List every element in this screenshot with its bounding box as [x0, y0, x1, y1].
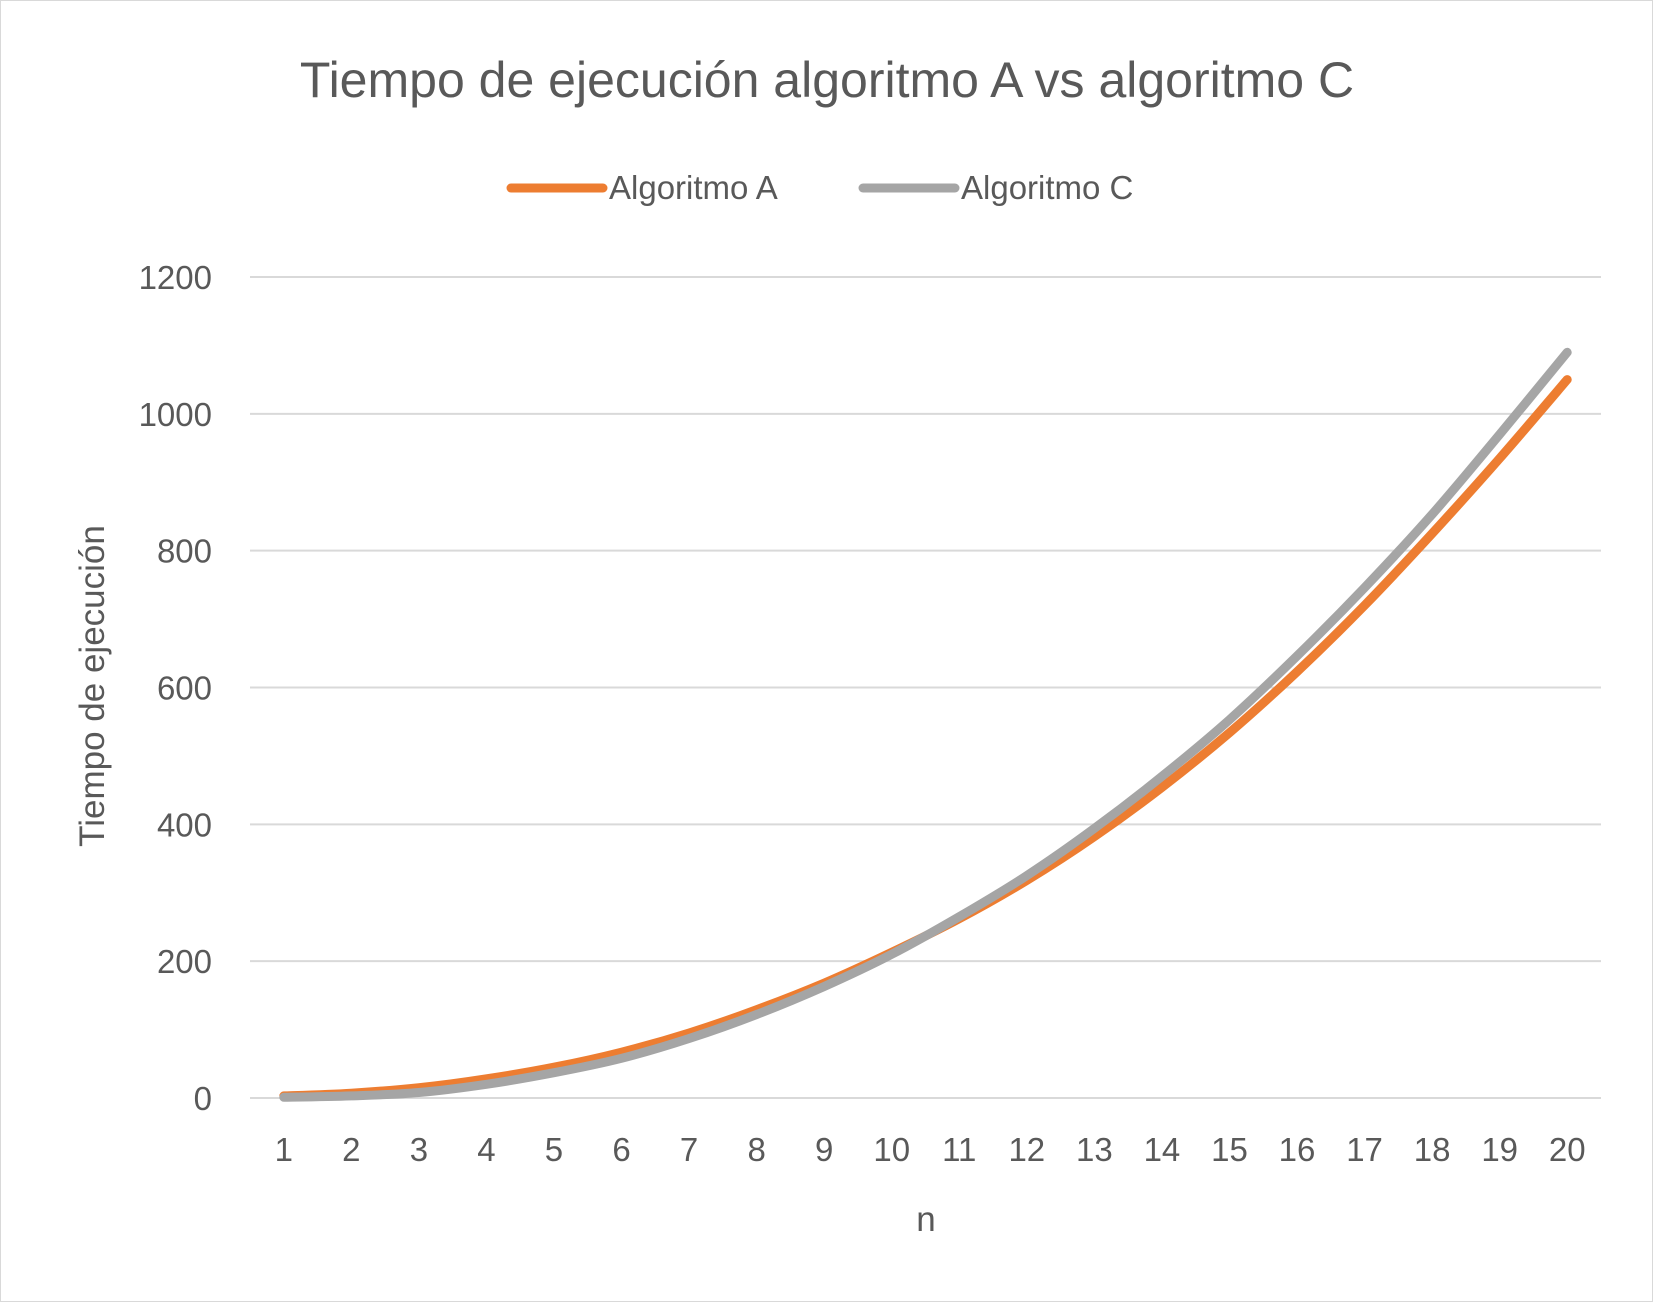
- y-tick-label: 600: [157, 670, 212, 707]
- x-tick-label: 11: [942, 1131, 976, 1168]
- x-tick-label: 18: [1414, 1131, 1451, 1168]
- series-line-algoritmo-c: [279, 347, 1572, 1102]
- y-tick-label: 1000: [139, 396, 212, 433]
- x-tick-label: 1: [275, 1131, 293, 1168]
- x-tick-label: 6: [612, 1131, 630, 1168]
- x-axis-title: n: [916, 1200, 935, 1239]
- x-tick-label: 10: [873, 1131, 910, 1168]
- x-tick-label: 20: [1549, 1131, 1586, 1168]
- y-tick-label: 400: [157, 806, 212, 843]
- x-tick-label: 15: [1211, 1131, 1248, 1168]
- gridlines: [250, 276, 1601, 1099]
- x-tick-label: 17: [1346, 1131, 1383, 1168]
- x-tick-label: 7: [680, 1131, 698, 1168]
- y-tick-label: 800: [157, 533, 212, 570]
- x-tick-label: 8: [747, 1131, 765, 1168]
- series-line-algoritmo-a: [279, 375, 1572, 1101]
- legend: Algoritmo A Algoritmo C: [506, 169, 1133, 206]
- y-tick-label: 200: [157, 943, 212, 980]
- x-tick-label: 19: [1481, 1131, 1518, 1168]
- y-tick-label: 1200: [139, 259, 212, 296]
- legend-label-algoritmo-c: Algoritmo C: [961, 169, 1133, 206]
- x-tick-label: 5: [545, 1131, 563, 1168]
- x-tick-label: 9: [815, 1131, 833, 1168]
- x-tick-label: 14: [1144, 1131, 1181, 1168]
- x-tick-label: 13: [1076, 1131, 1113, 1168]
- y-axis-ticks: 0 200 400 600 800 1000 1200: [139, 259, 212, 1117]
- x-axis-ticks: 1 2 3 4 5 6 7 8 9 10 11 12 13 14 15 16 17 18 19 20: [275, 1131, 1586, 1168]
- x-tick-label: 2: [342, 1131, 360, 1168]
- y-tick-label: 0: [194, 1080, 212, 1117]
- legend-label-algoritmo-a: Algoritmo A: [609, 169, 778, 206]
- x-tick-label: 3: [410, 1131, 428, 1168]
- x-tick-label: 16: [1279, 1131, 1316, 1168]
- x-tick-label: 4: [477, 1131, 495, 1168]
- y-axis-title: Tiempo de ejecución: [73, 525, 112, 847]
- x-tick-label: 12: [1008, 1131, 1045, 1168]
- series-lines: [279, 347, 1572, 1102]
- chart-title: Tiempo de ejecución algoritmo A vs algor…: [300, 52, 1354, 108]
